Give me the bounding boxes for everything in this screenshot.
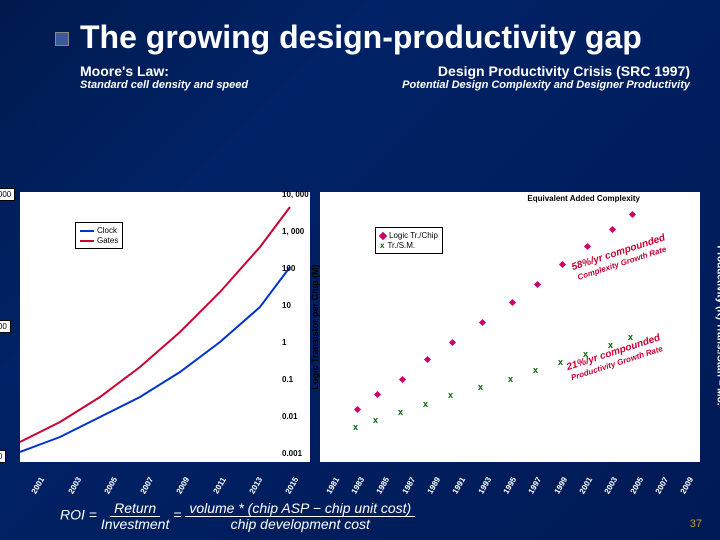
data-point-logic (354, 406, 361, 413)
legend-label: Logic Tr./Chip (389, 231, 438, 240)
subtitles2-row: Standard cell density and speed Potentia… (0, 79, 720, 91)
ytick: 1, 000 (282, 227, 304, 236)
formula-lhs: ROI (60, 507, 85, 523)
xtick: 2001 (578, 476, 595, 496)
data-point-logic (479, 319, 486, 326)
data-point-logic (534, 281, 541, 288)
data-point-prod (535, 370, 540, 375)
xtick: 1995 (502, 476, 519, 496)
data-point-prod (450, 395, 455, 400)
charts-container: 10000 1000 100 Clock Gates 2001 2003 (20, 192, 700, 462)
ytick: 0.01 (282, 412, 298, 421)
right-subtitle2: Potential Design Complexity and Designer… (402, 79, 690, 91)
data-point-prod (400, 412, 405, 417)
legend-label: Tr./S.M. (387, 241, 415, 250)
formula-eq2: = (173, 507, 185, 523)
left-subtitle2: Standard cell density and speed (80, 79, 248, 91)
data-point-logic (509, 299, 516, 306)
xtick: 1999 (552, 476, 569, 496)
xtick: 2001 (30, 476, 47, 496)
ytick: 10000 (0, 188, 15, 201)
left-chart: 10000 1000 100 Clock Gates 2001 2003 (20, 192, 310, 462)
slide: The growing design-productivity gap Moor… (0, 0, 720, 540)
formula-eq: = (89, 507, 97, 523)
data-point-prod (610, 345, 615, 350)
right-y-axis-mid: Logic Transistor per Chip (M) (310, 237, 320, 417)
xtick: 2013 (247, 476, 264, 496)
ytick: 0.1 (282, 375, 293, 384)
data-point-prod (375, 420, 380, 425)
data-point-prod (560, 362, 565, 367)
xtick: 2015 (283, 476, 300, 496)
subtitles-row: Moore's Law: Design Productivity Crisis … (0, 55, 720, 79)
roi-formula: ROI = Return Investment = volume * (chip… (60, 500, 415, 532)
ytick: 1 (282, 338, 286, 347)
data-point-logic (629, 211, 636, 218)
left-x-ticks: 2001 2003 2005 2007 2009 2011 2013 2015 (20, 481, 310, 490)
right-legend: Logic Tr./Chip x Tr./S.M. (375, 227, 443, 254)
frac-top: volume * (chip ASP − chip unit cost) (185, 500, 415, 517)
data-point-logic (609, 226, 616, 233)
ytick: 0.001 (282, 449, 302, 458)
xtick: 2007 (654, 476, 671, 496)
xtick: 2003 (603, 476, 620, 496)
frac-bot: Investment (101, 516, 169, 532)
title-bullet (55, 32, 69, 46)
slide-title: The growing design-productivity gap (0, 0, 720, 55)
right-y-axis-right: Productivity (K) Trans./Staff – Mo. (715, 216, 720, 436)
legend-swatch: x (380, 241, 384, 250)
data-point-logic (374, 391, 381, 398)
xtick: 1985 (375, 476, 392, 496)
data-point-logic (399, 376, 406, 383)
data-point-prod (510, 379, 515, 384)
ytick: 1000 (0, 320, 11, 333)
legend-swatch (379, 231, 387, 239)
xtick: 2009 (175, 476, 192, 496)
annotation-1: 58%/yr compounded Complexity Growth Rate (555, 227, 685, 287)
data-point-prod (630, 337, 635, 342)
annotation-2: 21%/yr compounded Productivity Growth Ra… (545, 326, 685, 389)
frac-1: Return Investment (101, 500, 169, 532)
data-point-prod (480, 387, 485, 392)
xtick: 2011 (211, 476, 227, 496)
xtick: 2009 (679, 476, 696, 496)
xtick: 1989 (426, 476, 443, 496)
xtick: 1987 (400, 476, 417, 496)
left-chart-svg (20, 192, 310, 462)
legend-item: x Tr./S.M. (380, 241, 438, 250)
right-subtitle: Design Productivity Crisis (SRC 1997) (438, 63, 690, 79)
data-point-prod (585, 354, 590, 359)
data-point-prod (355, 427, 360, 432)
frac-bot: chip development cost (231, 516, 370, 532)
right-chart: Logic Transistor per Chip (M) Equivalent… (320, 192, 700, 462)
equiv-complexity-label: Equivalent Added Complexity (527, 194, 640, 203)
xtick: 2005 (628, 476, 645, 496)
page-number: 37 (690, 518, 702, 530)
ytick: 100 (282, 264, 295, 273)
data-point-logic (424, 356, 431, 363)
xtick: 2005 (102, 476, 119, 496)
xtick: 1981 (324, 476, 341, 496)
frac-2: volume * (chip ASP − chip unit cost) chi… (185, 500, 415, 532)
xtick: 2007 (139, 476, 156, 496)
legend-item: Logic Tr./Chip (380, 231, 438, 240)
xtick: 1997 (527, 476, 544, 496)
left-subtitle: Moore's Law: (80, 63, 169, 79)
xtick: 1993 (476, 476, 493, 496)
frac-top: Return (110, 500, 160, 517)
xtick: 1991 (451, 476, 468, 496)
ytick: 10 (282, 301, 291, 310)
xtick: 1983 (350, 476, 367, 496)
data-point-logic (584, 243, 591, 250)
right-x-ticks: 1981 1983 1985 1987 1989 1991 1993 1995 … (320, 481, 700, 490)
xtick: 2003 (66, 476, 83, 496)
data-point-prod (425, 404, 430, 409)
ytick: 100 (0, 450, 6, 463)
ytick: 10, 000 (282, 190, 309, 199)
data-point-logic (449, 339, 456, 346)
